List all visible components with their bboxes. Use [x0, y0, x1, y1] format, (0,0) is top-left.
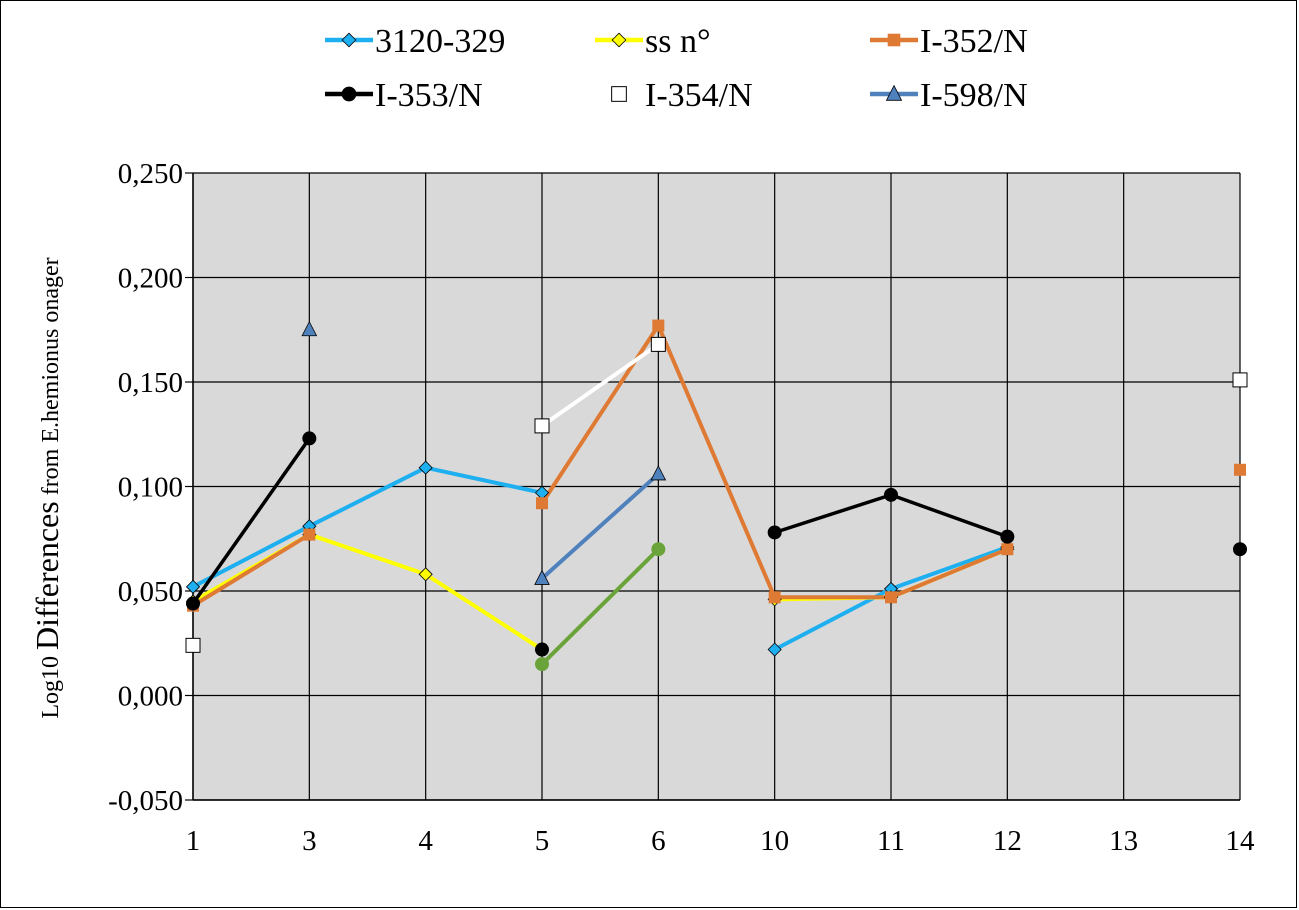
data-point-i-353-n [302, 431, 317, 446]
x-tick-label: 1 [186, 825, 201, 857]
x-tick-label: 3 [302, 825, 317, 857]
series-line-i-598-n [540, 472, 660, 580]
series-line-i-352-n [191, 532, 311, 608]
data-point-i-353-n [1233, 542, 1247, 557]
data-point-i-353-n [884, 487, 898, 502]
data-point-i-353-n [1000, 529, 1015, 544]
data-point-i-353-n [535, 642, 549, 657]
y-tick-labels: -0,050 0,000 0,050 0,100 0,150 0,200 0,250 [108, 158, 183, 817]
legend-label-3120-329: 3120-329 [375, 23, 505, 60]
x-tick-label: 12 [993, 825, 1022, 857]
series-line-3120-329 [192, 465, 543, 589]
y-tick-label: 0,150 [118, 367, 183, 399]
data-point-3120-329 [418, 460, 433, 475]
axes [185, 172, 1240, 801]
legend-marker-i-352-n [887, 33, 901, 47]
y-tick-label: 0,000 [118, 681, 183, 713]
legend-marker-i-354-n [611, 86, 627, 102]
y-axis-label-main: Differences [29, 501, 65, 650]
data-point-i-352-n [303, 528, 316, 541]
x-tick-label: 10 [760, 825, 789, 857]
legend-marker-i-353-n [341, 86, 357, 102]
y-axis-label-suffix: from E.hemionus onager [38, 257, 64, 501]
series-line-series-6 [540, 547, 660, 666]
data-point-series-6 [651, 542, 666, 557]
x-tick-label: 14 [1226, 825, 1256, 857]
data-point-i-353-n [767, 525, 782, 540]
data-point-i-354-n [185, 637, 201, 653]
data-point-3120-329 [767, 642, 782, 657]
x-tick-label: 5 [535, 825, 550, 857]
legend-label-i-354-n: I-354/N [645, 77, 753, 114]
legend-label-ss-n-: ss n° [645, 23, 711, 60]
legend-marker-ss-n- [611, 32, 627, 48]
data-point-i-598-n [534, 569, 550, 585]
x-tick-label: 13 [1109, 825, 1138, 857]
y-tick-label: -0,050 [108, 785, 183, 817]
series-line-i-353-n [191, 437, 311, 605]
x-tick-label: 4 [418, 825, 433, 857]
grid-lines [192, 172, 1241, 801]
data-point-i-598-n [301, 320, 318, 337]
series-line-i-354-n [540, 342, 660, 428]
y-tick-label: 0,200 [118, 263, 183, 295]
data-point-i-352-n [652, 319, 665, 332]
legend: 3120-329 ss n° I-352/N I-353/N I-354/N I-598/… [325, 23, 1028, 114]
data-point-i-598-n [650, 465, 667, 481]
legend-marker-3120-329 [341, 32, 357, 48]
data-point-3120-329 [185, 579, 201, 594]
x-tick-label: 11 [877, 825, 905, 857]
data-point-i-354-n [534, 418, 550, 434]
data-point-i-352-n [536, 497, 548, 510]
y-tick-label: 0,100 [118, 472, 183, 504]
legend-label-i-598-n: I-598/N [920, 77, 1028, 114]
data-point-i-354-n [1232, 372, 1248, 388]
data-point-i-352-n [1234, 463, 1246, 476]
data-point-i-352-n [885, 591, 897, 604]
legend-label-i-353-n: I-353/N [375, 77, 483, 114]
y-tick-label: 0,250 [118, 158, 183, 190]
data-point-ss-n- [418, 567, 433, 582]
legend-marker-i-598-n [885, 84, 903, 101]
data-point-i-354-n [650, 336, 666, 352]
x-tick-label: 6 [651, 825, 666, 857]
y-axis-label: Log10 Differences from E.hemionus onager [29, 257, 65, 718]
y-tick-label: 0,050 [118, 576, 183, 608]
data-point-i-352-n [1001, 543, 1014, 556]
data-point-i-353-n [186, 596, 200, 611]
y-axis-label-prefix: Log10 [38, 650, 64, 719]
series-markers [185, 319, 1248, 672]
data-point-i-352-n [768, 591, 781, 604]
x-tick-labels: 1 3 4 5 6 10 11 12 13 14 [186, 825, 1255, 857]
legend-label-i-352-n: I-352/N [920, 23, 1028, 60]
data-point-series-6 [535, 657, 549, 672]
